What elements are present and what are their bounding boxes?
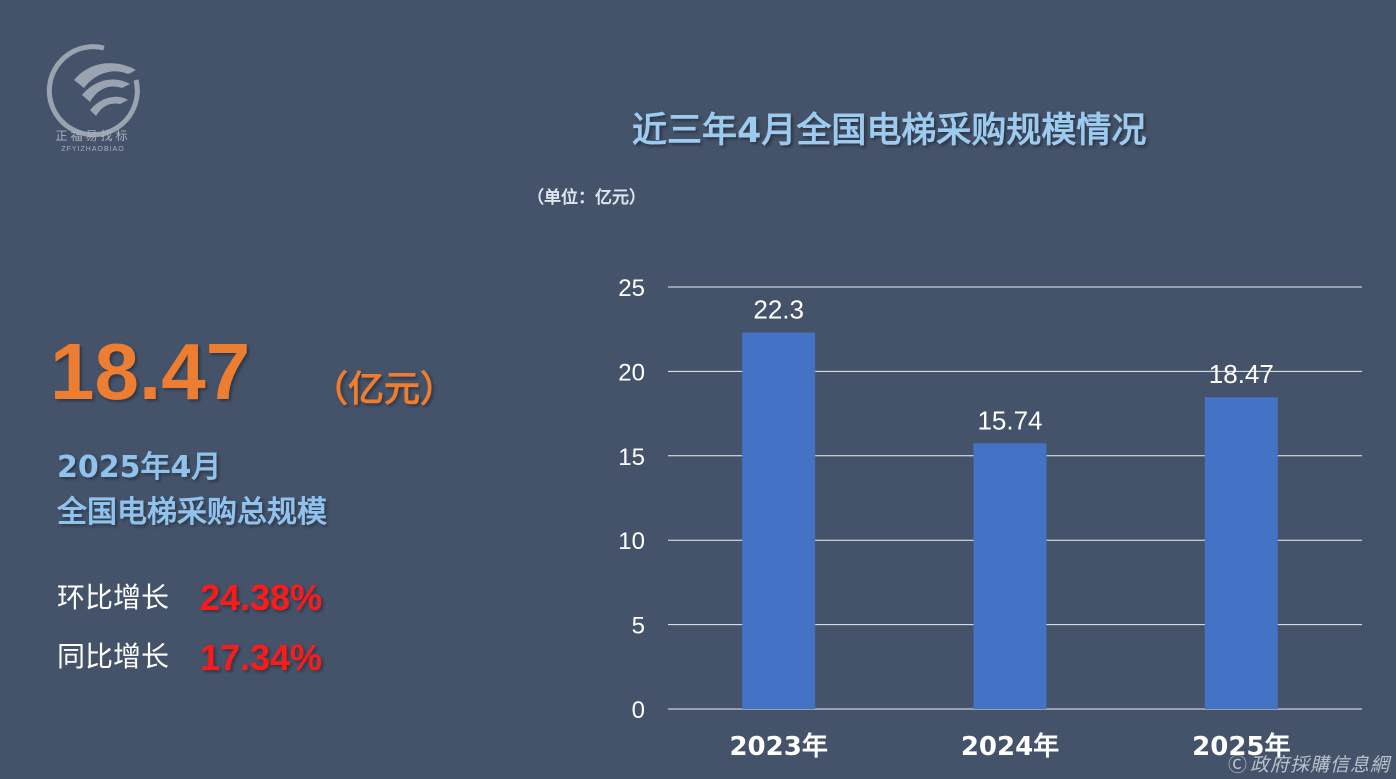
yoy-growth-value: 17.34% xyxy=(200,637,323,678)
y-tick-label: 10 xyxy=(618,528,645,555)
data-label: 15.74 xyxy=(977,405,1042,435)
x-tick-label: 2025年 xyxy=(1192,731,1290,762)
headline-value: 18.47 xyxy=(50,327,251,416)
yoy-growth-label: 同比增长 xyxy=(57,640,170,673)
bar xyxy=(973,443,1047,709)
logo-text-en: ZFYIZHAOBIAO xyxy=(61,146,125,153)
watermark: Ⓒ 政府採購信息網 xyxy=(1228,750,1390,777)
headline-description: 全国电梯采购总规模 xyxy=(57,495,327,530)
x-tick-label: 2024年 xyxy=(961,731,1059,762)
x-tick-label: 2023年 xyxy=(729,731,827,762)
chart-title: 近三年4月全国电梯采购规模情况 xyxy=(632,111,1147,151)
mom-growth-value: 24.38% xyxy=(200,577,323,618)
headline-period: 2025年4月 xyxy=(57,450,222,485)
data-label: 18.47 xyxy=(1209,359,1274,389)
y-tick-label: 25 xyxy=(618,275,645,302)
logo-emblem-icon xyxy=(46,44,140,138)
headline-unit: （亿元） xyxy=(312,369,457,410)
y-tick-label: 0 xyxy=(632,697,645,724)
chart-unit-note: （单位：亿元） xyxy=(527,188,646,208)
watermark-text: 政府採購信息網 xyxy=(1249,754,1390,776)
bar xyxy=(1204,397,1278,709)
watermark-c-icon: Ⓒ xyxy=(1227,754,1248,776)
mom-growth-label: 环比增长 xyxy=(57,581,170,614)
bar xyxy=(742,332,816,709)
logo-text-cn: 正福易找标 xyxy=(55,129,131,143)
y-tick-label: 20 xyxy=(618,359,645,386)
y-tick-label: 5 xyxy=(632,613,645,640)
y-tick-label: 15 xyxy=(618,444,645,471)
data-label: 22.3 xyxy=(753,295,804,325)
